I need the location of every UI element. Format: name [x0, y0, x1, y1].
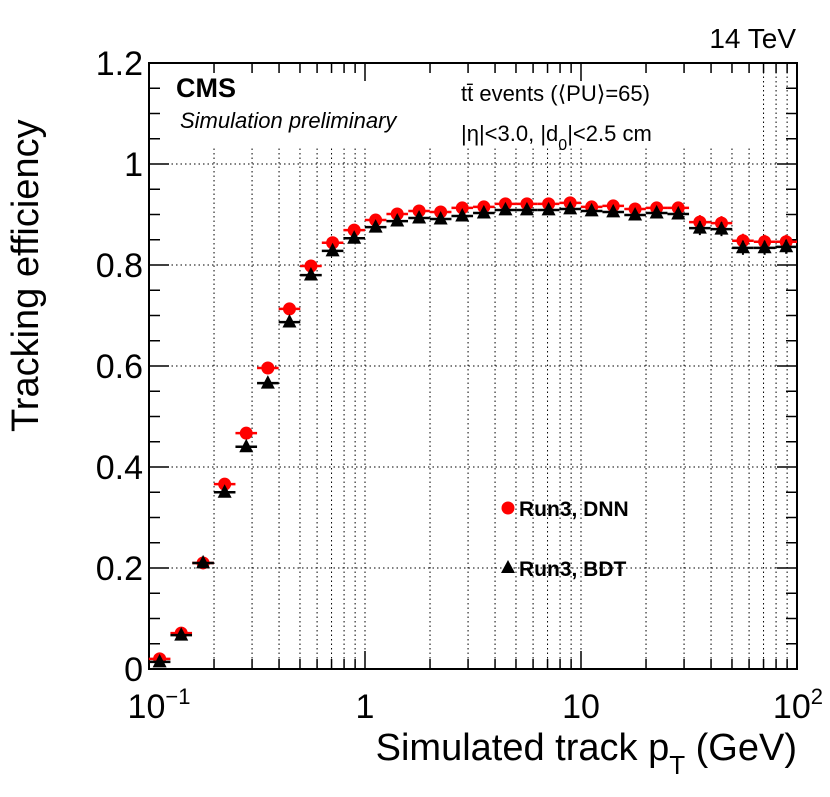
header-text-mask [150, 64, 763, 148]
data-point-triangle [217, 484, 232, 498]
data-point-triangle [347, 230, 362, 244]
legend-marker-triangle [501, 560, 515, 573]
data-point-triangle [390, 213, 405, 227]
x-axis-title-sub: T [669, 750, 685, 780]
data-point-triangle [412, 209, 427, 224]
event-info-line-2-post: |<2.5 cm [567, 121, 652, 146]
data-point-triangle [757, 239, 772, 254]
data-point-triangle [196, 554, 211, 569]
energy-label: 14 TeV [709, 23, 796, 54]
data-point-triangle [692, 220, 707, 234]
data-point-triangle [239, 438, 254, 453]
data-point-triangle [519, 201, 534, 216]
data-point-circle [455, 201, 469, 215]
data-point-triangle [368, 219, 383, 233]
series-run3-bdt [148, 200, 797, 668]
x-tick-label: 10−1 [128, 684, 191, 726]
data-point-triangle [325, 242, 340, 257]
x-tick-exponent: −1 [165, 684, 190, 709]
data-point-triangle [541, 201, 556, 216]
x-axis-title-post: (GeV) [685, 727, 797, 769]
x-tick-base: 10 [562, 688, 600, 726]
data-point-triangle [735, 239, 750, 254]
x-tick-base: 1 [356, 688, 375, 726]
y-tick-label: 1.2 [96, 45, 143, 83]
data-point-triangle [433, 210, 448, 225]
x-tick-label: 102 [773, 684, 823, 726]
y-tick-label: 0.8 [96, 247, 143, 285]
legend-label: Run3, BDT [519, 558, 627, 581]
data-point-circle [261, 361, 275, 375]
x-tick-base: 10 [773, 688, 811, 726]
event-info-line-1: tt̄ events (⟨PU⟩=65) [461, 81, 650, 106]
event-info-line-2-sub: 0 [558, 137, 567, 154]
cms-label: CMS [176, 73, 236, 103]
x-tick-exponent: 2 [811, 684, 823, 709]
data-point-circle [282, 302, 296, 316]
data-points [148, 196, 797, 668]
data-point-triangle [303, 267, 318, 281]
plot-frame [148, 62, 798, 670]
data-point-triangle [152, 653, 167, 668]
y-tick-label: 0.4 [96, 449, 143, 487]
series-run3-dnn [148, 196, 797, 666]
y-tick-label: 0.2 [96, 550, 143, 588]
x-axis-title-main: Simulated track p [376, 727, 670, 769]
data-point-circle [326, 236, 340, 250]
data-point-triangle [671, 205, 686, 220]
data-point-triangle [779, 238, 794, 253]
x-tick-label: 10 [562, 688, 600, 726]
x-tick-base: 10 [128, 688, 166, 726]
data-point-triangle [606, 203, 621, 218]
data-point-triangle [714, 221, 729, 235]
data-point-triangle [584, 202, 599, 217]
legend-item: Run3, DNN [501, 498, 629, 521]
data-point-circle [304, 259, 318, 273]
x-axis-title: Simulated track pT (GeV) [376, 727, 797, 780]
data-point-triangle [174, 627, 189, 641]
simulation-preliminary-label: Simulation preliminary [180, 108, 398, 133]
y-tick-label: 0 [124, 651, 143, 689]
data-point-triangle [282, 314, 297, 328]
data-point-triangle [260, 375, 275, 389]
data-point-circle [239, 426, 253, 440]
grid-lines [149, 63, 797, 669]
y-tick-labels: 0 0.2 0.4 0.6 0.8 1 1.2 [96, 45, 143, 689]
x-tick-labels: 10−1 1 10 102 [128, 684, 823, 726]
data-point-triangle [649, 204, 664, 219]
legend: Run3, DNN Run3, BDT [501, 498, 629, 581]
data-point-triangle [455, 207, 470, 222]
legend-label: Run3, DNN [519, 498, 629, 521]
data-point-triangle [498, 201, 513, 216]
legend-item: Run3, BDT [501, 558, 627, 581]
legend-marker-circle [501, 501, 515, 515]
y-tick-label: 1 [124, 146, 143, 184]
data-point-circle [218, 477, 232, 491]
y-axis-title: Tracking efficiency [5, 119, 47, 432]
data-point-circle [347, 223, 361, 237]
y-tick-label: 0.6 [96, 348, 143, 386]
data-point-triangle [628, 206, 643, 221]
data-point-triangle [563, 200, 578, 215]
x-tick-label: 1 [356, 688, 375, 726]
event-info-line-2-pre: |η|<3.0, |d [461, 121, 558, 146]
event-info-line-2: |η|<3.0, |d0|<2.5 cm [461, 121, 652, 154]
data-point-triangle [476, 204, 491, 219]
